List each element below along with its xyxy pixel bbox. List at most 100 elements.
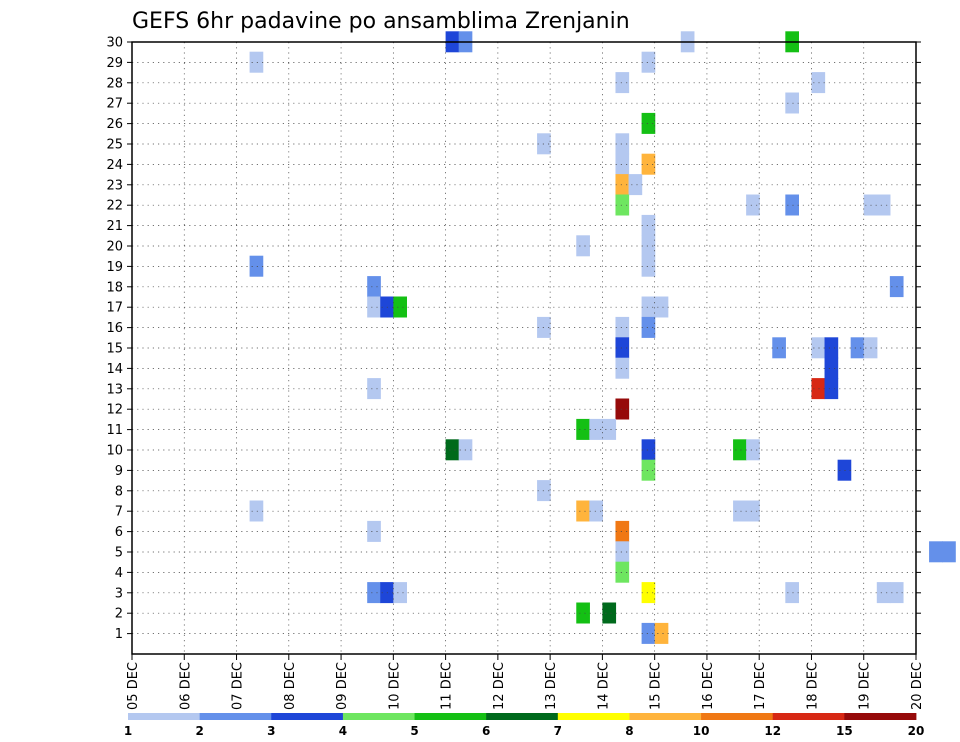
colorbar-swatch (629, 713, 702, 720)
x-tick-label: 20 DEC (910, 662, 925, 710)
y-tick-label: 29 (106, 56, 123, 71)
precip-cell (615, 357, 630, 379)
colorbar-swatch (844, 713, 917, 720)
colorbar-label: 6 (482, 724, 490, 738)
precip-cell (811, 337, 826, 359)
colorbar-swatch (557, 713, 630, 720)
precip-cell (641, 622, 656, 644)
y-tick-label: 4 (115, 566, 123, 581)
precip-cell (641, 235, 656, 257)
precip-cell (641, 51, 656, 73)
precip-cell (641, 582, 656, 604)
precip-cell (811, 378, 826, 400)
precip-cell (393, 582, 407, 604)
precip-cell (641, 439, 656, 461)
y-tick-label: 21 (106, 219, 123, 234)
precip-cell (393, 296, 407, 318)
axes-layer: 1234567891011121314151617181920212223242… (106, 36, 925, 710)
precip-cell (785, 194, 799, 216)
precip-cell (615, 520, 630, 542)
colorbar: 1 2 3 4 5 6 7 8 10 12 15 20 (124, 713, 924, 738)
precip-cell (249, 255, 264, 277)
precip-cell (785, 92, 799, 114)
precip-cell (942, 541, 956, 563)
precip-cell (641, 112, 656, 134)
colorbar-label: 2 (195, 724, 203, 738)
y-tick-label: 19 (106, 260, 123, 275)
y-tick-label: 25 (106, 138, 123, 153)
x-tick-label: 07 DEC (231, 662, 246, 710)
precip-cell (654, 622, 669, 644)
precip-cell (628, 174, 643, 196)
precip-cell (641, 255, 656, 277)
precip-cell (615, 174, 630, 196)
precip-cell (733, 500, 747, 522)
y-tick-label: 10 (106, 444, 123, 459)
y-tick-label: 27 (106, 97, 123, 112)
colorbar-swatch (414, 713, 487, 720)
cells-layer (249, 31, 956, 644)
colorbar-label: 3 (267, 724, 275, 738)
y-tick-label: 6 (115, 525, 123, 540)
x-tick-label: 15 DEC (649, 662, 664, 710)
precip-cell (772, 337, 786, 359)
colorbar-label: 4 (339, 724, 347, 738)
precip-cell (850, 337, 865, 359)
precip-cell (824, 378, 839, 400)
precip-cell (615, 541, 630, 563)
precip-cell (811, 72, 826, 94)
x-tick-label: 14 DEC (596, 662, 611, 710)
y-tick-label: 13 (106, 382, 123, 397)
precip-cell (929, 541, 943, 563)
precip-cell (641, 459, 656, 481)
precip-cell (654, 296, 669, 318)
y-tick-label: 18 (106, 280, 123, 295)
precip-cell (367, 378, 381, 400)
precip-cell (367, 296, 381, 318)
y-tick-label: 3 (115, 586, 123, 601)
precip-cell (576, 235, 590, 257)
precip-cell (824, 337, 839, 359)
precip-cell (746, 194, 760, 216)
precip-cell (641, 214, 656, 236)
colorbar-label: 5 (410, 724, 418, 738)
precip-cell (876, 582, 891, 604)
precip-cell (576, 500, 590, 522)
colorbar-label: 8 (625, 724, 633, 738)
precip-cell (615, 153, 630, 175)
precip-cell (367, 582, 381, 604)
y-tick-label: 20 (106, 240, 123, 255)
precip-cell (367, 520, 381, 542)
x-tick-label: 19 DEC (858, 662, 873, 710)
y-tick-label: 24 (106, 158, 123, 173)
x-tick-label: 06 DEC (178, 662, 193, 710)
precip-cell (746, 439, 760, 461)
precip-cell (249, 51, 264, 73)
colorbar-swatch (128, 713, 201, 720)
precip-cell (249, 500, 264, 522)
x-tick-label: 17 DEC (753, 662, 768, 710)
colorbar-swatch (701, 713, 774, 720)
colorbar-label: 12 (764, 724, 781, 738)
x-tick-label: 13 DEC (544, 662, 559, 710)
precip-cell (615, 133, 630, 155)
y-tick-label: 2 (115, 607, 123, 622)
x-tick-label: 10 DEC (387, 662, 402, 710)
precip-cell (602, 602, 617, 624)
y-tick-label: 5 (115, 546, 123, 561)
precip-cell (576, 602, 590, 624)
precip-cell (576, 418, 590, 440)
precip-cell (641, 153, 656, 175)
precip-cell (615, 337, 630, 359)
colorbar-label: 15 (836, 724, 853, 738)
y-tick-label: 22 (106, 199, 123, 214)
grid-layer (132, 41, 916, 654)
colorbar-swatch (271, 713, 344, 720)
colorbar-label: 10 (693, 724, 710, 738)
y-tick-label: 14 (106, 362, 123, 377)
y-tick-label: 12 (106, 403, 123, 418)
colorbar-label: 1 (124, 724, 132, 738)
chart-title: GEFS 6hr padavine po ansamblima Zrenjani… (132, 9, 630, 34)
precip-cell (615, 316, 630, 338)
